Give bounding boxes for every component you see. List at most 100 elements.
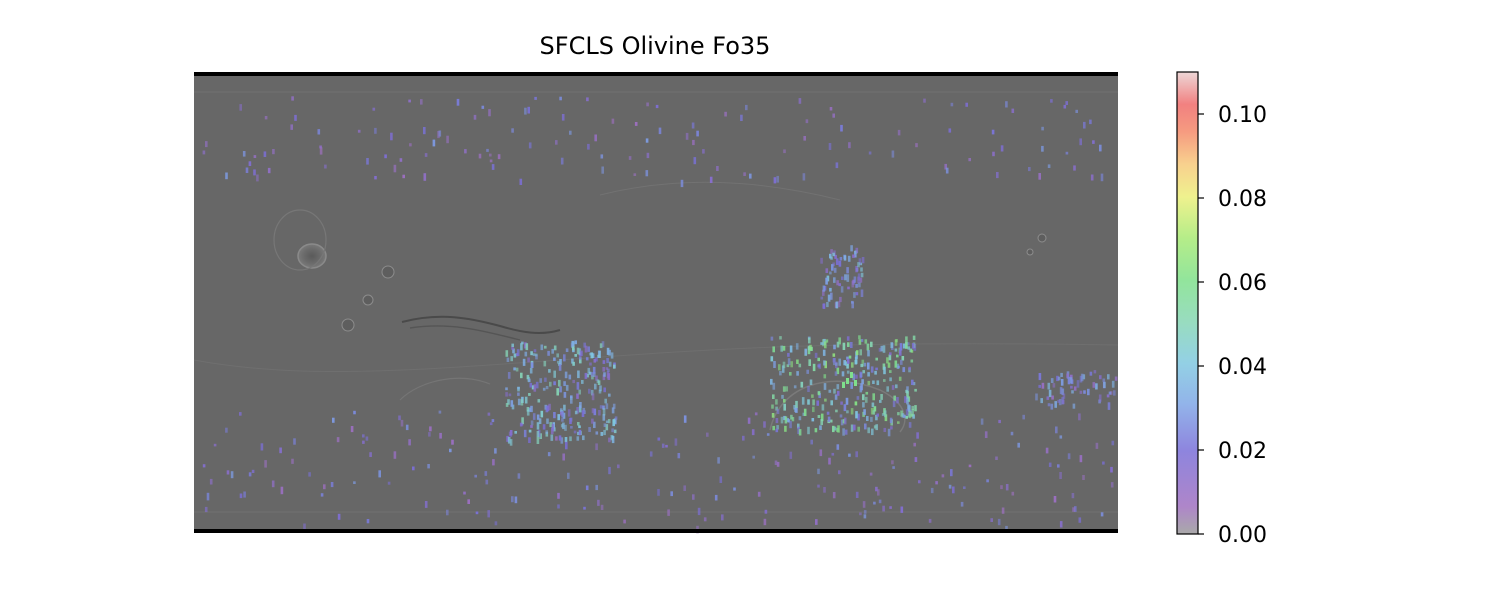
abundance-pixel: [206, 492, 210, 501]
abundance-pixel: [558, 363, 562, 371]
abundance-pixel: [875, 414, 878, 421]
abundance-pixel: [990, 518, 993, 522]
abundance-pixel: [530, 405, 533, 413]
map-top-border: [194, 72, 1118, 76]
abundance-pixel: [800, 381, 804, 388]
abundance-pixel: [555, 140, 558, 145]
abundance-pixel: [898, 376, 902, 381]
abundance-pixel: [595, 357, 598, 362]
abundance-pixel: [527, 106, 530, 114]
abundance-pixel: [772, 425, 775, 431]
abundance-pixel: [834, 371, 838, 376]
abundance-pixel: [846, 356, 849, 360]
abundance-pixel: [781, 394, 784, 399]
abundance-pixel: [595, 484, 598, 491]
abundance-pixel: [565, 384, 569, 391]
abundance-pixel: [546, 405, 550, 412]
colorbar: 0.00 0.02 0.04 0.06 0.08 0.10: [1176, 71, 1267, 548]
abundance-pixel: [570, 399, 573, 404]
abundance-pixel: [811, 418, 815, 422]
abundance-pixel: [1079, 138, 1082, 146]
abundance-pixel: [906, 397, 909, 405]
abundance-pixel: [576, 347, 580, 355]
abundance-pixel: [991, 129, 995, 135]
abundance-pixel: [963, 486, 966, 489]
abundance-pixel: [747, 417, 751, 424]
abundance-pixel: [608, 437, 611, 443]
abundance-pixel: [733, 487, 736, 491]
abundance-pixel: [372, 107, 376, 111]
abundance-pixel: [1005, 101, 1008, 108]
abundance-pixel: [824, 398, 827, 402]
abundance-pixel: [1057, 399, 1060, 403]
abundance-pixel: [581, 410, 585, 417]
abundance-pixel: [279, 447, 282, 454]
abundance-pixel: [914, 457, 918, 462]
abundance-pixel: [830, 400, 833, 406]
abundance-pixel: [833, 267, 837, 273]
abundance-pixel: [510, 400, 514, 407]
abundance-pixel: [578, 348, 582, 356]
abundance-pixel: [831, 264, 834, 271]
abundance-pixel: [839, 414, 843, 418]
abundance-pixel: [562, 453, 565, 461]
abundance-pixel: [829, 419, 833, 423]
abundance-pixel: [832, 358, 836, 363]
abundance-pixel: [667, 509, 670, 516]
abundance-pixel: [1061, 388, 1065, 395]
abundance-pixel: [529, 367, 533, 374]
abundance-pixel: [697, 507, 701, 516]
abundance-pixel: [561, 418, 564, 422]
abundance-pixel: [534, 96, 537, 100]
abundance-pixel: [846, 410, 849, 414]
abundance-pixel: [583, 342, 586, 348]
abundance-pixel: [400, 419, 404, 427]
abundance-pixel: [819, 425, 822, 430]
abundance-pixel: [253, 169, 256, 176]
abundance-pixel: [553, 370, 556, 378]
abundance-pixel: [256, 174, 259, 182]
abundance-pixel: [248, 472, 252, 477]
abundance-pixel: [1067, 453, 1071, 460]
abundance-pixel: [693, 157, 697, 165]
abundance-pixel: [602, 408, 606, 416]
abundance-pixel: [829, 287, 832, 292]
abundance-pixel: [353, 481, 356, 484]
abundance-pixel: [506, 435, 509, 442]
abundance-pixel: [850, 424, 854, 432]
abundance-pixel: [822, 285, 826, 292]
abundance-pixel: [968, 158, 971, 162]
abundance-pixel: [539, 433, 542, 439]
abundance-pixel: [719, 476, 723, 483]
abundance-pixel: [633, 173, 637, 176]
abundance-pixel: [507, 399, 510, 405]
abundance-pixel: [593, 408, 597, 416]
abundance-pixel: [840, 401, 843, 405]
abundance-pixel: [862, 370, 865, 374]
abundance-pixel: [610, 352, 614, 359]
abundance-pixel: [350, 426, 354, 433]
abundance-pixel: [446, 509, 449, 516]
abundance-pixel: [1107, 402, 1111, 410]
abundance-pixel: [908, 366, 911, 371]
abundance-pixel: [567, 409, 571, 417]
chart-title: SFCLS Olivine Fo35: [540, 32, 771, 60]
abundance-pixel: [591, 418, 594, 424]
abundance-pixel: [789, 451, 793, 459]
abundance-pixel: [533, 349, 537, 353]
abundance-pixel: [786, 418, 789, 422]
abundance-pixel: [796, 371, 799, 376]
abundance-pixel: [449, 448, 452, 453]
abundance-pixel: [836, 444, 840, 450]
abundance-pixel: [568, 374, 572, 380]
abundance-pixel: [886, 386, 889, 392]
abundance-pixel: [835, 409, 838, 413]
abundance-pixel: [357, 129, 361, 133]
abundance-pixel: [665, 444, 668, 448]
abundance-pixel: [860, 267, 863, 272]
abundance-pixel: [836, 341, 840, 348]
abundance-pixel: [822, 289, 825, 296]
abundance-pixel: [260, 443, 264, 451]
colorbar-tick-label: 0.00: [1218, 523, 1267, 548]
abundance-pixel: [535, 354, 538, 360]
